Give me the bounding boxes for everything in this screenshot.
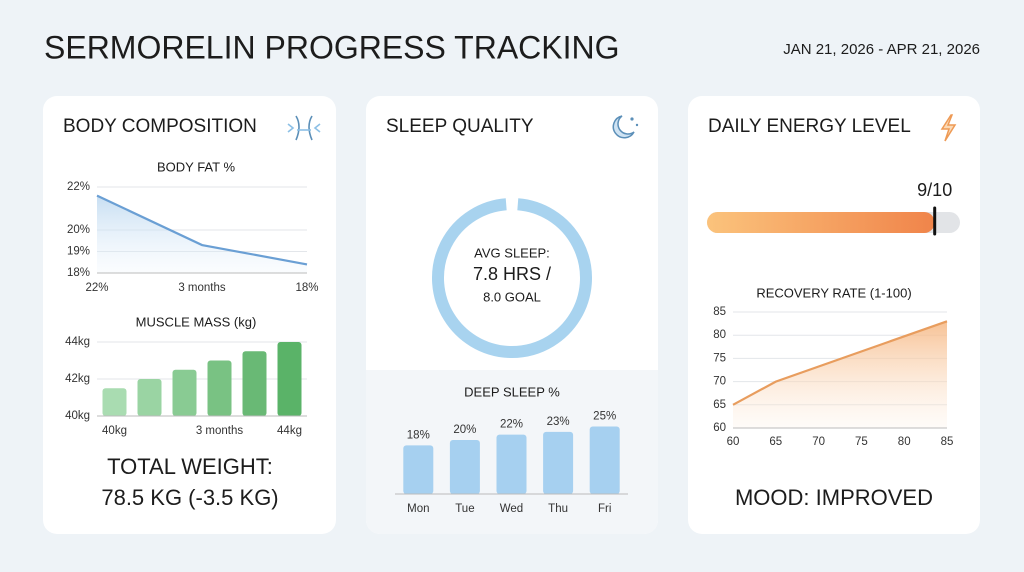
progress-label: 9/10 — [917, 180, 952, 200]
x-tick-label: 65 — [769, 436, 782, 448]
y-tick-label: 85 — [713, 306, 726, 318]
value-label: 22% — [500, 419, 523, 431]
x-tick-label: 22% — [85, 282, 108, 294]
area — [733, 321, 947, 428]
x-tick-label: 80 — [898, 436, 911, 448]
x-tick-label: Wed — [500, 503, 523, 515]
y-tick-label: 22% — [67, 181, 90, 193]
x-tick-label: Thu — [548, 503, 568, 515]
y-tick-label: 65 — [713, 399, 726, 411]
line — [96, 194, 308, 266]
x-tick-label: 70 — [812, 436, 825, 448]
line — [732, 320, 948, 406]
value-label: 18% — [407, 429, 430, 441]
page-title: SERMORELIN PROGRESS TRACKING — [44, 29, 620, 65]
gauge-arc — [432, 198, 592, 358]
y-tick-label: 75 — [713, 352, 726, 364]
x-tick-label: Mon — [407, 503, 429, 515]
x-tick-label: 85 — [941, 436, 954, 448]
gauge-label: AVG SLEEP: — [474, 245, 550, 260]
y-tick-label: 40kg — [65, 410, 90, 422]
card-title: DAILY ENERGY LEVEL — [708, 116, 911, 137]
area — [97, 195, 307, 273]
bar — [242, 351, 267, 416]
card — [688, 96, 980, 534]
x-tick-label: 3 months — [196, 425, 244, 437]
body-icon — [287, 115, 321, 141]
y-tick-label: 20% — [67, 224, 90, 236]
x-tick-label: 18% — [295, 282, 318, 294]
bar — [543, 431, 574, 494]
x-tick-label: 40kg — [102, 425, 127, 437]
y-tick-label: 18% — [67, 267, 90, 279]
y-tick-label: 19% — [67, 246, 90, 258]
bar — [403, 445, 434, 494]
y-tick-label: 42kg — [65, 373, 90, 385]
progress-fill — [707, 212, 935, 233]
chart-title: MUSCLE MASS (kg) — [136, 314, 257, 329]
bar — [449, 440, 480, 494]
total-weight-label: TOTAL WEIGHT: — [107, 454, 273, 479]
bar — [172, 369, 197, 416]
bar — [589, 426, 620, 494]
x-tick-label: 44kg — [277, 425, 302, 437]
moon-icon — [612, 115, 639, 139]
gauge-goal: 8.0 GOAL — [483, 289, 541, 304]
chart-title: BODY FAT % — [157, 159, 235, 174]
x-tick-label: Tue — [455, 503, 474, 515]
x-tick-label: 3 months — [178, 282, 226, 294]
y-tick-label: 70 — [713, 376, 726, 388]
chart-title: RECOVERY RATE (1-100) — [756, 285, 911, 300]
card-title: BODY COMPOSITION — [63, 116, 257, 137]
x-tick-label: Fri — [598, 503, 611, 515]
total-weight: 78.5 KG (-3.5 KG) — [101, 485, 278, 510]
y-tick-label: 44kg — [65, 336, 90, 348]
y-tick-label: 60 — [713, 422, 726, 434]
bar — [277, 342, 302, 416]
mood: MOOD: IMPROVED — [735, 485, 933, 510]
card-title: SLEEP QUALITY — [386, 116, 534, 137]
value-label: 20% — [453, 424, 476, 436]
date-range: JAN 21, 2026 - APR 21, 2026 — [783, 41, 980, 58]
gauge-value: 7.8 HRS / — [473, 264, 551, 284]
bar — [496, 434, 527, 494]
value-label: 23% — [547, 416, 570, 428]
bar — [207, 360, 232, 416]
x-tick-label: 60 — [727, 436, 740, 448]
y-tick-label: 80 — [713, 329, 726, 341]
bar — [137, 379, 162, 416]
chart-title: DEEP SLEEP % — [464, 384, 560, 399]
x-tick-label: 75 — [855, 436, 868, 448]
bar — [102, 388, 127, 416]
bolt-icon — [940, 114, 957, 142]
value-label: 25% — [593, 411, 616, 423]
